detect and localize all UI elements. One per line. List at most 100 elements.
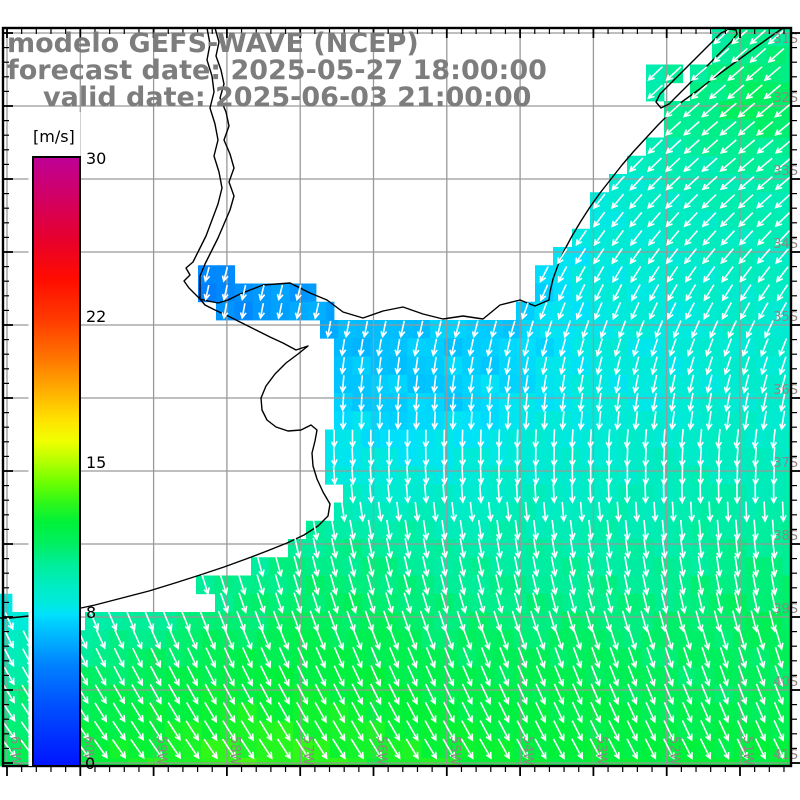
wind-arrow	[737, 157, 755, 173]
wind-arrow	[572, 665, 583, 688]
wind-arrow	[647, 175, 663, 191]
wind-arrow	[75, 720, 90, 741]
wind-arrow	[424, 720, 437, 742]
wind-arrow	[376, 375, 384, 394]
field-cell	[219, 758, 239, 767]
field-cell	[783, 593, 792, 613]
wind-arrow	[201, 574, 210, 596]
wind-arrow	[709, 66, 726, 82]
wind-arrow	[645, 683, 656, 706]
wind-arrow	[739, 284, 752, 302]
wind-arrow	[462, 628, 473, 651]
wind-arrow	[770, 447, 778, 468]
wind-arrow	[385, 447, 393, 467]
wind-arrow	[551, 538, 558, 560]
wind-arrow	[666, 230, 680, 246]
wind-arrow	[701, 157, 718, 173]
wind-arrow	[407, 647, 418, 669]
wind-arrow	[148, 738, 163, 760]
wind-arrow	[770, 537, 778, 560]
wind-arrow	[477, 465, 485, 486]
wind-arrow	[642, 483, 650, 505]
wind-arrow	[186, 683, 199, 705]
wind-arrow	[760, 374, 768, 394]
wind-arrow	[776, 284, 789, 302]
wind-arrow	[334, 628, 345, 651]
wind-arrow	[756, 665, 766, 687]
wind-arrow	[449, 356, 457, 376]
wind-arrow	[112, 684, 126, 705]
wind-arrow	[697, 447, 705, 468]
latitude-label: 32S	[773, 91, 798, 106]
wind-arrow	[504, 411, 512, 431]
wind-arrow	[733, 483, 741, 505]
wind-arrow	[422, 519, 430, 541]
wind-arrow	[467, 393, 475, 412]
wind-arrow	[276, 738, 291, 760]
wind-arrow	[702, 230, 717, 246]
wind-arrow	[523, 501, 531, 523]
wind-arrow	[237, 574, 247, 596]
wind-arrow	[394, 375, 402, 394]
wind-arrow	[185, 738, 200, 760]
wind-arrow	[462, 665, 473, 687]
wind-arrow	[535, 665, 546, 687]
wind-arrow	[314, 683, 327, 706]
wind-arrow	[701, 665, 711, 687]
wind-arrow	[595, 338, 604, 358]
wind-arrow	[495, 556, 503, 578]
longitude-label: 53W	[593, 736, 608, 766]
wind-arrow	[630, 302, 640, 321]
wind-arrow	[348, 574, 357, 596]
wind-arrow	[406, 701, 419, 724]
longitude-label: 54W	[520, 736, 535, 766]
wind-arrow	[166, 738, 182, 760]
wind-arrow	[647, 193, 662, 210]
wind-arrow	[459, 429, 466, 449]
wind-arrow	[595, 356, 603, 376]
wind-arrow	[593, 229, 606, 247]
wind-arrow	[499, 647, 510, 669]
wind-arrow	[632, 411, 640, 431]
longitude-label: 57W	[300, 736, 315, 766]
wind-arrow	[279, 628, 290, 651]
wind-arrow	[407, 628, 418, 651]
wind-arrow	[560, 501, 567, 523]
wind-arrow	[738, 175, 755, 191]
wind-arrow	[738, 139, 756, 154]
wind-arrow	[149, 684, 162, 705]
wind-arrow	[449, 338, 457, 357]
wind-arrow	[623, 483, 631, 505]
wind-arrow	[720, 248, 734, 265]
field-cell	[769, 758, 789, 767]
wind-arrow	[467, 375, 475, 394]
wind-arrow	[144, 611, 155, 632]
wind-arrow	[112, 720, 126, 741]
wind-arrow	[357, 338, 365, 357]
wind-arrow	[642, 574, 650, 596]
wind-arrow	[642, 447, 650, 468]
wind-arrow	[705, 374, 713, 394]
wind-arrow	[403, 592, 413, 614]
wind-arrow	[440, 483, 448, 504]
wind-arrow	[241, 683, 254, 706]
wind-arrow	[554, 665, 565, 687]
wind-arrow	[731, 29, 748, 45]
wind-arrow	[384, 574, 394, 596]
wind-arrow	[495, 592, 504, 614]
wind-arrow	[395, 501, 403, 523]
wind-arrow	[330, 537, 339, 560]
wind-arrow	[586, 574, 595, 596]
wind-arrow	[623, 447, 631, 468]
wind-arrow	[752, 592, 761, 615]
wind-arrow	[242, 647, 253, 669]
wind-arrow	[498, 683, 510, 706]
wind-arrow	[394, 411, 402, 431]
wind-arrow	[575, 247, 587, 265]
wind-arrow	[348, 592, 358, 614]
wind-arrow	[719, 157, 737, 173]
wind-arrow	[665, 248, 679, 265]
wind-arrow	[296, 665, 308, 687]
wind-arrow	[650, 411, 658, 431]
wind-arrow	[737, 120, 756, 136]
